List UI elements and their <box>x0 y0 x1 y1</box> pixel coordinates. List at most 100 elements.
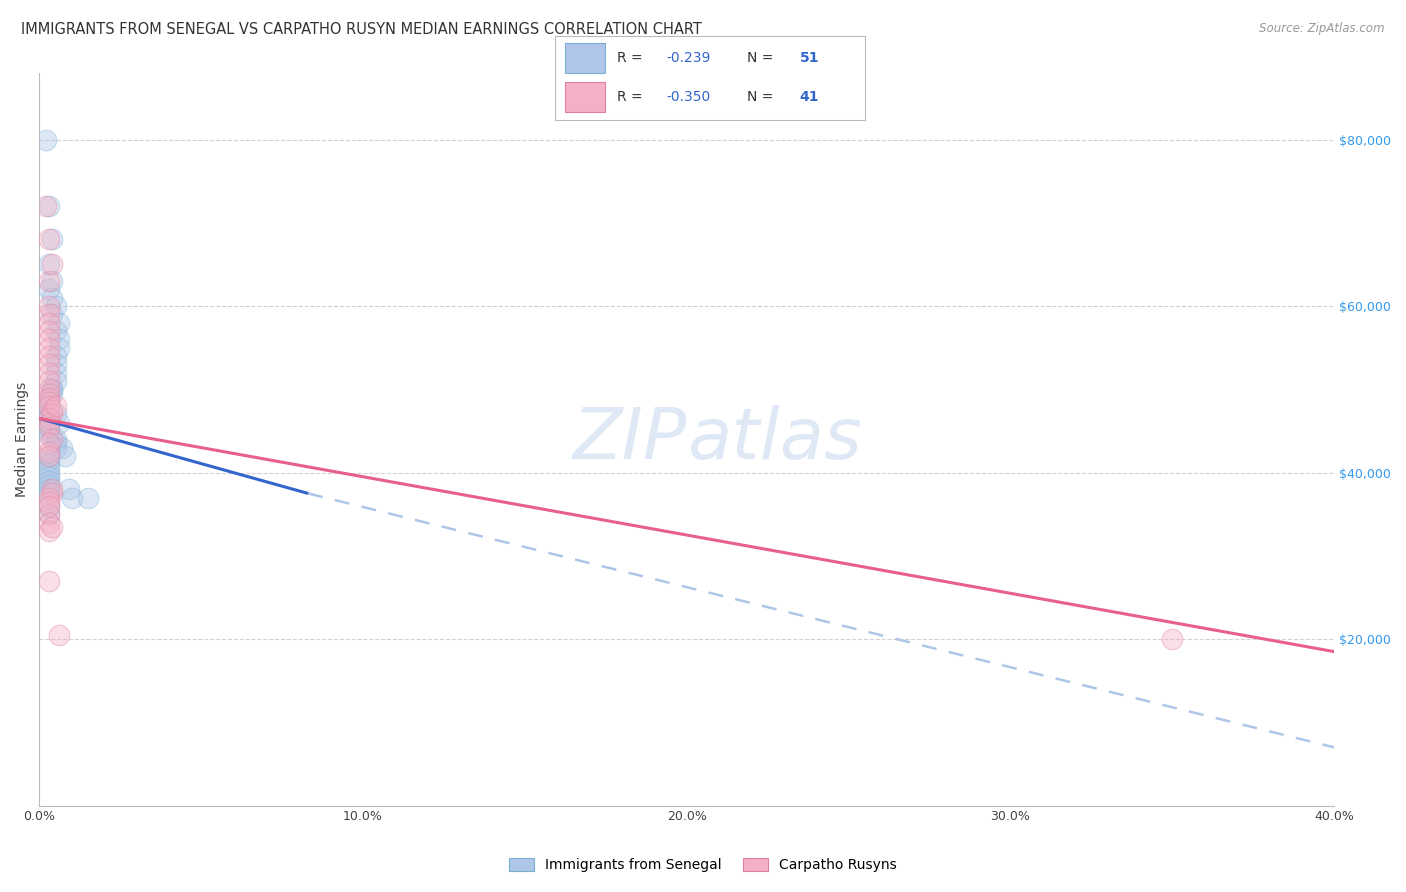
Point <box>51 441 73 455</box>
Point <box>45 399 67 413</box>
Point <box>38 391 60 405</box>
Bar <box>565 82 605 112</box>
Point <box>45 299 67 313</box>
Text: Source: ZipAtlas.com: Source: ZipAtlas.com <box>1260 22 1385 36</box>
Point <box>38 349 60 363</box>
Point <box>41 291 63 305</box>
Point <box>38 494 60 508</box>
Point <box>48 341 70 355</box>
Point <box>38 416 60 430</box>
Point <box>41 432 63 446</box>
Point <box>38 403 60 417</box>
Point <box>41 307 63 321</box>
Point <box>35 132 58 146</box>
Point <box>45 436 67 450</box>
Point <box>38 232 60 246</box>
Point <box>38 391 60 405</box>
Point <box>38 453 60 467</box>
Point <box>38 332 60 346</box>
Point <box>38 316 60 330</box>
Point <box>38 199 60 213</box>
Point <box>41 403 63 417</box>
Point <box>48 316 70 330</box>
Point <box>38 457 60 471</box>
Text: 51: 51 <box>800 51 820 65</box>
Point <box>41 486 63 500</box>
Point <box>38 416 60 430</box>
Point <box>45 441 67 455</box>
Point <box>38 499 60 513</box>
Point <box>48 628 70 642</box>
Point <box>38 274 60 288</box>
Text: R =: R = <box>617 90 647 104</box>
Point <box>38 419 60 434</box>
Point <box>38 499 60 513</box>
Point <box>38 341 60 355</box>
Point <box>77 491 100 505</box>
Point <box>38 469 60 483</box>
Point <box>38 574 60 588</box>
Point <box>60 491 83 505</box>
Text: -0.239: -0.239 <box>666 51 711 65</box>
Point <box>38 374 60 388</box>
Point <box>41 382 63 396</box>
Text: N =: N = <box>747 51 778 65</box>
Text: R =: R = <box>617 51 647 65</box>
Point <box>38 466 60 480</box>
Point <box>58 482 80 496</box>
Point <box>38 444 60 458</box>
Point <box>38 282 60 296</box>
Point <box>38 419 60 434</box>
Point <box>41 232 63 246</box>
Point <box>38 461 60 475</box>
Point <box>38 299 60 313</box>
Point <box>41 519 63 533</box>
Point <box>45 432 67 446</box>
Legend: Immigrants from Senegal, Carpatho Rusyns: Immigrants from Senegal, Carpatho Rusyns <box>503 853 903 878</box>
Point <box>38 436 60 450</box>
Point <box>38 324 60 338</box>
Point <box>38 449 60 463</box>
Point <box>45 407 67 421</box>
Text: ZIP: ZIP <box>572 405 686 474</box>
Point <box>45 324 67 338</box>
Text: -0.350: -0.350 <box>666 90 711 104</box>
Point <box>41 274 63 288</box>
Point <box>38 449 60 463</box>
Point <box>38 424 60 438</box>
Point <box>38 411 60 425</box>
Y-axis label: Median Earnings: Median Earnings <box>15 382 30 497</box>
Point <box>41 257 63 271</box>
Point <box>38 399 60 413</box>
Point <box>41 386 63 401</box>
Text: N =: N = <box>747 90 778 104</box>
Point <box>38 428 60 442</box>
Point <box>38 394 60 409</box>
Point <box>38 516 60 530</box>
Point <box>48 416 70 430</box>
Point <box>1161 632 1184 646</box>
Point <box>38 491 60 505</box>
Point <box>41 382 63 396</box>
Point <box>45 357 67 371</box>
Point <box>38 366 60 380</box>
Point <box>38 399 60 413</box>
Point <box>38 307 60 321</box>
Point <box>38 357 60 371</box>
Point <box>38 507 60 521</box>
Point <box>45 349 67 363</box>
Point <box>38 474 60 488</box>
Text: atlas: atlas <box>686 405 862 474</box>
Text: 41: 41 <box>800 90 820 104</box>
Point <box>38 478 60 492</box>
Point <box>38 386 60 401</box>
Point <box>45 374 67 388</box>
Bar <box>565 44 605 73</box>
Point <box>38 394 60 409</box>
Point <box>38 411 60 425</box>
Text: IMMIGRANTS FROM SENEGAL VS CARPATHO RUSYN MEDIAN EARNINGS CORRELATION CHART: IMMIGRANTS FROM SENEGAL VS CARPATHO RUSY… <box>21 22 702 37</box>
Point <box>38 524 60 538</box>
Point <box>38 257 60 271</box>
Point <box>41 482 63 496</box>
Point <box>53 449 76 463</box>
